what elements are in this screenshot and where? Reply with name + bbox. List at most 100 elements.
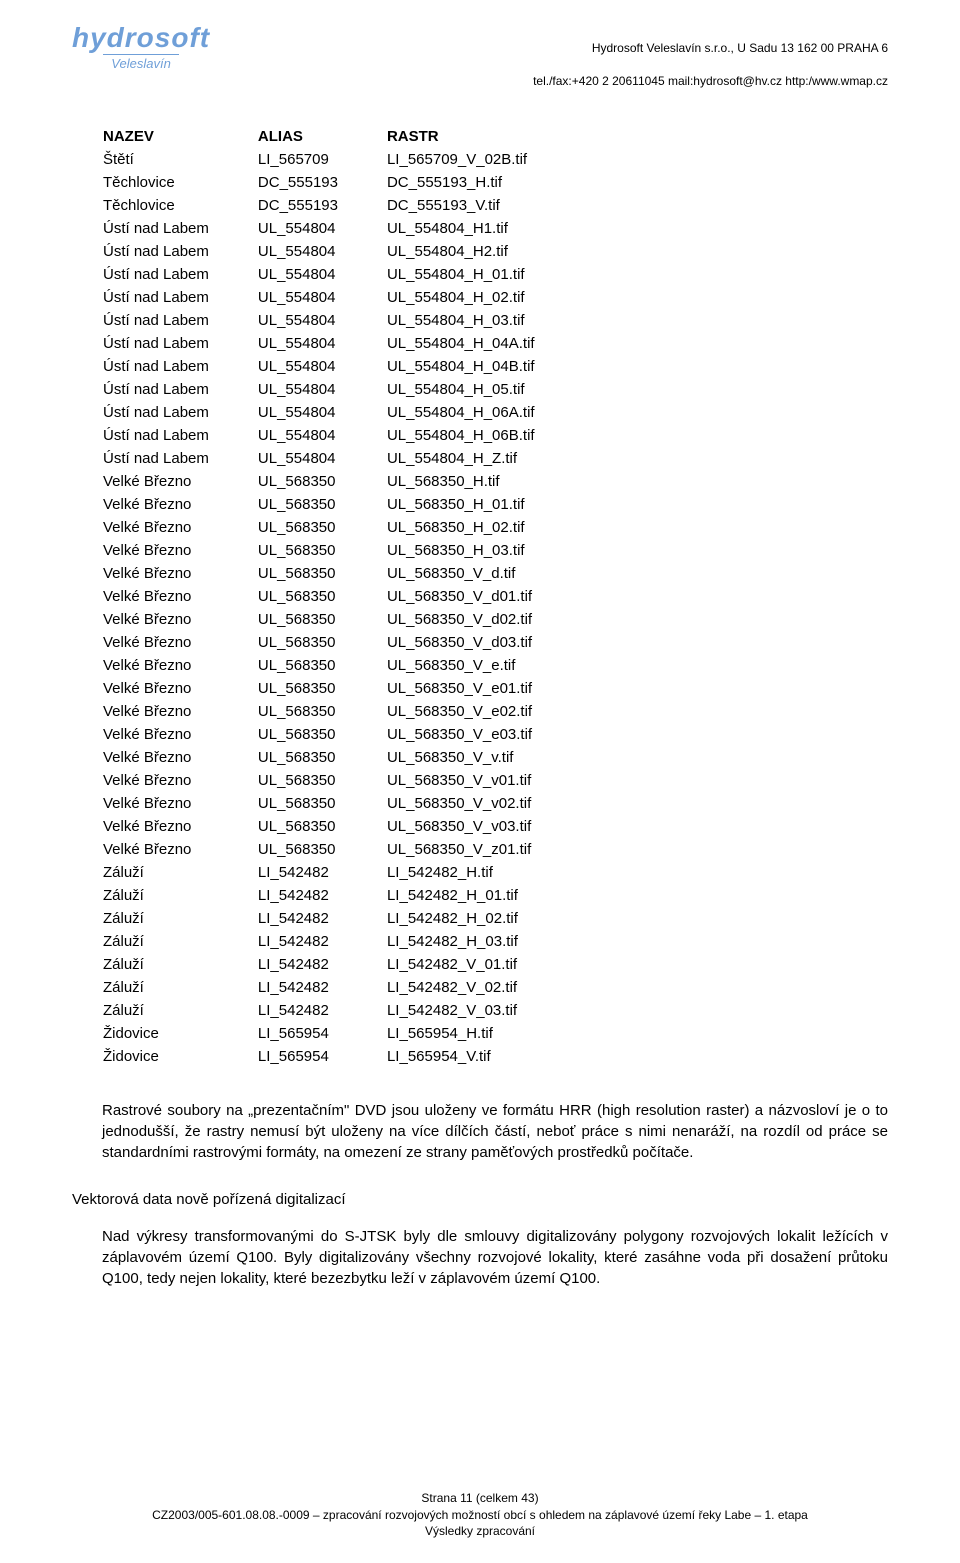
table-cell: DC_555193 bbox=[257, 194, 386, 217]
table-cell: UL_554804 bbox=[257, 332, 386, 355]
table-row: Ústí nad LabemUL_554804UL_554804_H_01.ti… bbox=[102, 263, 535, 286]
table-cell: Velké Březno bbox=[102, 608, 257, 631]
table-cell: UL_554804 bbox=[257, 240, 386, 263]
table-row: Velké BřeznoUL_568350UL_568350_V_e01.tif bbox=[102, 677, 535, 700]
logo-main-text: hydrosoft bbox=[72, 24, 210, 52]
table-cell: UL_568350_V_v03.tif bbox=[386, 815, 535, 838]
table-cell: UL_568350_V_e01.tif bbox=[386, 677, 535, 700]
table-cell: UL_554804 bbox=[257, 309, 386, 332]
table-cell: UL_568350 bbox=[257, 723, 386, 746]
logo-sub-text: Veleslavín bbox=[103, 54, 179, 71]
table-row: Velké BřeznoUL_568350UL_568350_V_v02.tif bbox=[102, 792, 535, 815]
table-cell: Velké Březno bbox=[102, 792, 257, 815]
table-row: ZálužíLI_542482LI_542482_V_02.tif bbox=[102, 976, 535, 999]
table-row: Velké BřeznoUL_568350UL_568350_V_v.tif bbox=[102, 746, 535, 769]
table-cell: UL_568350_V_v01.tif bbox=[386, 769, 535, 792]
table-cell: Velké Březno bbox=[102, 677, 257, 700]
table-row: Velké BřeznoUL_568350UL_568350_V_e.tif bbox=[102, 654, 535, 677]
page-header: hydrosoft Veleslavín Hydrosoft Veleslaví… bbox=[72, 24, 888, 105]
table-cell: UL_554804 bbox=[257, 447, 386, 470]
table-row: Velké BřeznoUL_568350UL_568350_V_d01.tif bbox=[102, 585, 535, 608]
table-cell: UL_568350_V_d.tif bbox=[386, 562, 535, 585]
table-row: Ústí nad LabemUL_554804UL_554804_H_03.ti… bbox=[102, 309, 535, 332]
table-cell: Ústí nad Labem bbox=[102, 217, 257, 240]
table-cell: LI_542482 bbox=[257, 953, 386, 976]
paragraph-raster-description: Rastrové soubory na „prezentačním" DVD j… bbox=[102, 1100, 888, 1163]
document-page: hydrosoft Veleslavín Hydrosoft Veleslaví… bbox=[0, 0, 960, 1563]
table-cell: UL_554804 bbox=[257, 378, 386, 401]
table-cell: UL_568350 bbox=[257, 585, 386, 608]
paragraph-vector-description: Nad výkresy transformovanými do S-JTSK b… bbox=[102, 1226, 888, 1289]
table-cell: UL_554804_H2.tif bbox=[386, 240, 535, 263]
table-cell: UL_568350 bbox=[257, 493, 386, 516]
table-cell: Těchlovice bbox=[102, 171, 257, 194]
table-cell: UL_568350 bbox=[257, 746, 386, 769]
table-row: Velké BřeznoUL_568350UL_568350_V_d03.tif bbox=[102, 631, 535, 654]
table-cell: LI_542482 bbox=[257, 884, 386, 907]
table-cell: UL_554804_H_06A.tif bbox=[386, 401, 535, 424]
table-cell: Ústí nad Labem bbox=[102, 240, 257, 263]
table-cell: Velké Březno bbox=[102, 746, 257, 769]
table-body: ŠtětíLI_565709LI_565709_V_02B.tifTěchlov… bbox=[102, 148, 535, 1068]
table-cell: LI_565709_V_02B.tif bbox=[386, 148, 535, 171]
table-row: Ústí nad LabemUL_554804UL_554804_H2.tif bbox=[102, 240, 535, 263]
table-cell: Velké Březno bbox=[102, 539, 257, 562]
table-cell: LI_565954_V.tif bbox=[386, 1045, 535, 1068]
table-cell: UL_568350 bbox=[257, 838, 386, 861]
table-cell: LI_542482 bbox=[257, 930, 386, 953]
company-contact: tel./fax:+420 2 20611045 mail:hydrosoft@… bbox=[533, 73, 888, 89]
table-row: TěchloviceDC_555193DC_555193_V.tif bbox=[102, 194, 535, 217]
table-row: ZálužíLI_542482LI_542482_V_01.tif bbox=[102, 953, 535, 976]
table-cell: UL_568350_H.tif bbox=[386, 470, 535, 493]
table-cell: LI_542482_H_03.tif bbox=[386, 930, 535, 953]
table-cell: UL_568350 bbox=[257, 539, 386, 562]
table-cell: UL_568350_H_01.tif bbox=[386, 493, 535, 516]
table-cell: Židovice bbox=[102, 1045, 257, 1068]
table-header-row: NAZEVALIASRASTR bbox=[102, 125, 535, 148]
table-row: TěchloviceDC_555193DC_555193_H.tif bbox=[102, 171, 535, 194]
table-cell: Záluží bbox=[102, 976, 257, 999]
table-row: ZálužíLI_542482LI_542482_H.tif bbox=[102, 861, 535, 884]
table-cell: Záluží bbox=[102, 999, 257, 1022]
table-cell: Velké Březno bbox=[102, 470, 257, 493]
table-cell: UL_568350_V_e.tif bbox=[386, 654, 535, 677]
table-cell: Velké Březno bbox=[102, 723, 257, 746]
table-cell: UL_554804_H_Z.tif bbox=[386, 447, 535, 470]
table-cell: UL_554804_H_04A.tif bbox=[386, 332, 535, 355]
table-row: Velké BřeznoUL_568350UL_568350_V_e02.tif bbox=[102, 700, 535, 723]
table-cell: UL_568350_V_d02.tif bbox=[386, 608, 535, 631]
table-cell: UL_554804 bbox=[257, 217, 386, 240]
table-cell: Velké Březno bbox=[102, 516, 257, 539]
table-row: Ústí nad LabemUL_554804UL_554804_H_06A.t… bbox=[102, 401, 535, 424]
table-row: Velké BřeznoUL_568350UL_568350_V_d02.tif bbox=[102, 608, 535, 631]
table-cell: Židovice bbox=[102, 1022, 257, 1045]
table-row: ZálužíLI_542482LI_542482_H_02.tif bbox=[102, 907, 535, 930]
table-cell: Ústí nad Labem bbox=[102, 355, 257, 378]
table-cell: UL_568350 bbox=[257, 769, 386, 792]
table-cell: LI_542482 bbox=[257, 976, 386, 999]
table-cell: Ústí nad Labem bbox=[102, 286, 257, 309]
section-heading-vector-data: Vektorová data nově pořízená digitalizac… bbox=[72, 1189, 888, 1210]
table-cell: UL_554804 bbox=[257, 424, 386, 447]
table-row: Ústí nad LabemUL_554804UL_554804_H_05.ti… bbox=[102, 378, 535, 401]
table-cell: UL_568350 bbox=[257, 608, 386, 631]
table-cell: Ústí nad Labem bbox=[102, 309, 257, 332]
table-row: Ústí nad LabemUL_554804UL_554804_H_04A.t… bbox=[102, 332, 535, 355]
header-company-info: Hydrosoft Veleslavín s.r.o., U Sadu 13 1… bbox=[533, 24, 888, 105]
table-cell: DC_555193_H.tif bbox=[386, 171, 535, 194]
table-row: ZálužíLI_542482LI_542482_H_03.tif bbox=[102, 930, 535, 953]
table-cell: UL_554804 bbox=[257, 286, 386, 309]
table-header-cell: NAZEV bbox=[102, 125, 257, 148]
table-cell: Záluží bbox=[102, 930, 257, 953]
data-table-wrapper: NAZEVALIASRASTR ŠtětíLI_565709LI_565709_… bbox=[102, 125, 888, 1068]
table-cell: Velké Březno bbox=[102, 585, 257, 608]
footer-project-code: CZ2003/005-601.08.08.-0009 – zpracování … bbox=[0, 1507, 960, 1523]
table-cell: LI_542482_V_03.tif bbox=[386, 999, 535, 1022]
table-row: Ústí nad LabemUL_554804UL_554804_H_02.ti… bbox=[102, 286, 535, 309]
table-row: ZálužíLI_542482LI_542482_H_01.tif bbox=[102, 884, 535, 907]
table-cell: UL_568350 bbox=[257, 654, 386, 677]
table-cell: UL_568350_V_d03.tif bbox=[386, 631, 535, 654]
footer-subtitle: Výsledky zpracování bbox=[0, 1523, 960, 1539]
table-cell: UL_554804_H_06B.tif bbox=[386, 424, 535, 447]
table-cell: Záluží bbox=[102, 884, 257, 907]
